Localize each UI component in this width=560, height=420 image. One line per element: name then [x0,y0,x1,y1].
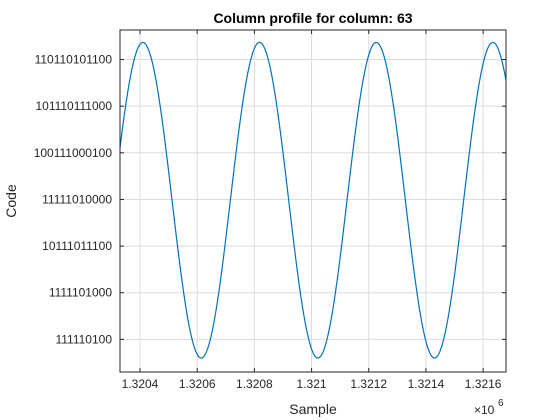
x-tick-label: 1.3204 [122,377,159,391]
axes-box [119,29,507,373]
x-tick-label: 1.3206 [179,377,216,391]
y-tick-label: 111110100 [55,332,112,346]
y-tick-label: 100111000100 [34,146,113,160]
y-tick-label: 11111010000 [42,192,112,206]
series-group [120,41,506,359]
y-tick-label: 110110101100 [35,53,113,67]
x-axis-exponent: ×10 6 [474,398,504,417]
x-axis-label: Sample [289,401,337,417]
y-axis-label: Code [3,184,19,218]
x-axis-ticks: 1.3204 1.3206 1.3208 1.321 1.3212 1.3214 1.321… [122,30,502,391]
x-tick-label: 1.321 [297,377,327,391]
x-tick-label: 1.3212 [350,377,387,391]
y-tick-label: 10111011100 [42,239,112,253]
y-axis-ticks: 110110101100 101110111000 100111000100 1111… [34,53,506,346]
series-line [120,41,506,359]
x-tick-label: 1.3208 [236,377,273,391]
x-exponent-base: ×10 [474,403,495,417]
y-tick-label: 1111101000 [49,286,113,300]
x-exponent-power: 6 [498,398,504,409]
grid [120,30,506,372]
y-tick-label: 101110111000 [35,99,112,113]
x-tick-label: 1.3214 [408,377,445,391]
x-tick-label: 1.3216 [465,377,502,391]
chart-title: Column profile for column: 63 [213,10,412,26]
plot-area [120,30,506,372]
